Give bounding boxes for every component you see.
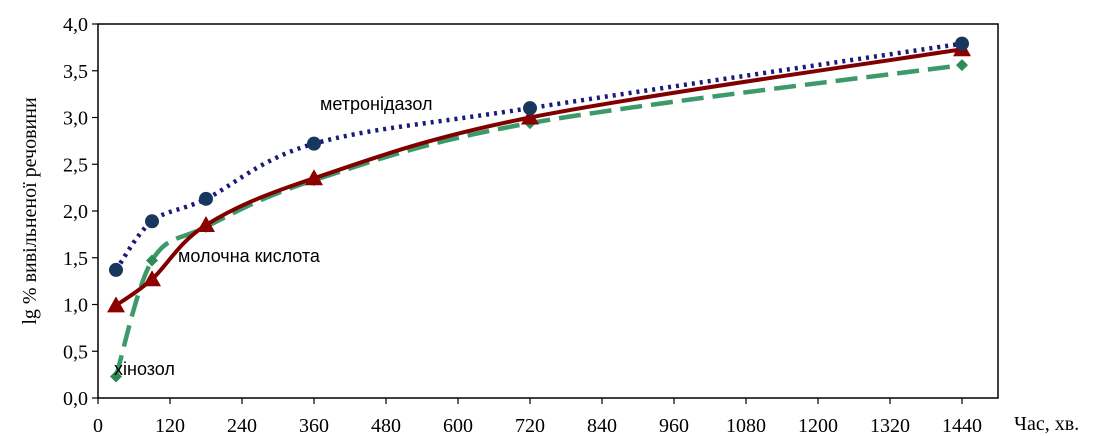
data-point-metronidazole	[109, 262, 123, 277]
x-tick-label: 1320	[870, 415, 910, 436]
x-tick-label: 960	[659, 415, 689, 436]
series-line-lactic-acid	[114, 47, 963, 308]
data-point-metronidazole	[955, 36, 969, 51]
data-point-chinosol	[146, 254, 158, 267]
data-point-lactic-acid	[143, 270, 161, 287]
data-point-lactic-acid	[197, 216, 215, 233]
plot-area	[97, 23, 999, 399]
y-tick-label: 3,0	[63, 108, 88, 130]
y-axis-title: lg % вивільненої речовини	[19, 97, 41, 325]
data-point-chinosol	[956, 59, 968, 72]
y-axis: 0,0 0,5 1,0 1,5 2,0 2,5 3,0 3,5 4,0	[63, 14, 98, 410]
x-tick-label: 480	[371, 415, 401, 436]
data-point-metronidazole	[199, 191, 213, 206]
x-tick-label: 1200	[798, 415, 838, 436]
data-point-metronidazole	[307, 136, 321, 151]
data-point-metronidazole	[145, 214, 159, 229]
x-tick-label: 240	[227, 415, 257, 436]
marker-layer	[107, 36, 971, 383]
annotation-lactic-acid: молочна кислота	[178, 246, 321, 266]
y-tick-label: 1,0	[63, 295, 88, 317]
y-tick-label: 4,0	[63, 14, 88, 36]
x-tick-label: 1440	[942, 415, 982, 436]
y-tick-label: 2,0	[63, 201, 88, 223]
y-tick-label: 1,5	[63, 248, 88, 270]
annotation-metronidazole: метронідазол	[320, 94, 432, 114]
annotation-chinosol: хінозол	[114, 359, 175, 379]
x-tick-label: 0	[93, 415, 103, 436]
x-tick-label: 120	[155, 415, 185, 436]
x-tick-label: 840	[587, 415, 617, 436]
x-axis-title: Час, хв.	[1014, 413, 1079, 435]
x-tick-label: 360	[299, 415, 329, 436]
data-point-lactic-acid	[521, 108, 539, 125]
x-tick-label: 720	[515, 415, 545, 436]
x-tick-label: 600	[443, 415, 473, 436]
x-tick-label: 1080	[726, 415, 766, 436]
x-axis: 0 120 240 360 480 600 720 840 960 1080 1200 1320 144…	[93, 398, 982, 436]
data-point-lactic-acid	[305, 169, 323, 186]
y-tick-label: 2,5	[63, 154, 88, 176]
data-point-metronidazole	[523, 101, 537, 116]
data-point-lactic-acid	[107, 296, 125, 313]
data-point-chinosol	[110, 370, 122, 383]
y-tick-label: 0,0	[63, 388, 88, 410]
series-layer	[113, 41, 963, 378]
series-line-chinosol	[113, 62, 963, 378]
y-tick-label: 3,5	[63, 61, 88, 83]
y-tick-label: 0,5	[63, 341, 88, 363]
